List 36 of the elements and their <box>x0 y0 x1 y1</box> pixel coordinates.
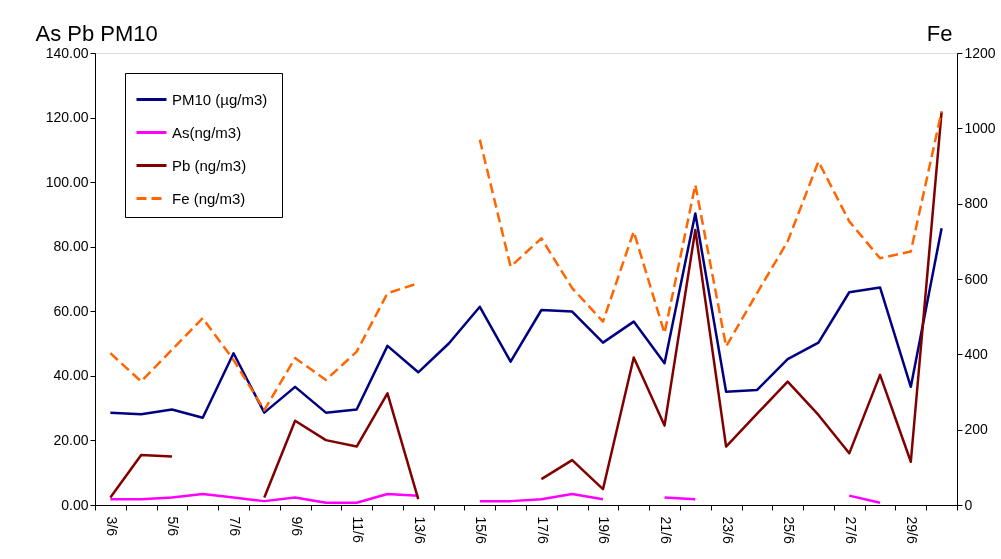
y-tick-label: 80.00 <box>53 238 89 255</box>
x-tick-label: 11/6 <box>350 516 367 543</box>
x-tick-label: 5/6 <box>165 516 182 537</box>
legend-label: PM10 (µg/m3) <box>172 90 268 108</box>
legend-label: As(ng/m3) <box>172 123 242 141</box>
legend-label: Pb (ng/m3) <box>172 156 247 174</box>
x-tick-label: 29/6 <box>904 516 921 544</box>
y2-tick-label: 1000 <box>964 119 996 136</box>
line-series <box>109 212 943 420</box>
y-tick-label: 40.00 <box>53 367 89 384</box>
x-tick-label: 13/6 <box>411 516 428 544</box>
y-tick-label: 20.00 <box>53 431 89 448</box>
y-axis-title: As Pb PM10 <box>35 20 158 46</box>
y-tick-label: 60.00 <box>53 302 89 319</box>
y2-tick-label: 1200 <box>964 44 996 61</box>
y2-axis-title: Fe <box>926 20 953 46</box>
y-tick-label: 100.00 <box>45 173 89 190</box>
x-tick-label: 17/6 <box>534 516 551 544</box>
y2-tick-label: 800 <box>964 195 989 212</box>
x-tick-label: 15/6 <box>473 516 490 544</box>
x-tick-label: 21/6 <box>658 516 675 544</box>
y2-tick-label: 0 <box>964 496 973 513</box>
x-tick-label: 23/6 <box>719 516 736 544</box>
y2-tick-label: 200 <box>964 421 989 438</box>
x-tick-label: 3/6 <box>103 516 120 537</box>
legend-label: Fe (ng/m3) <box>172 189 246 207</box>
x-tick-label: 19/6 <box>596 516 613 544</box>
y2-tick-label: 600 <box>964 270 989 287</box>
x-tick-label: 7/6 <box>227 516 244 537</box>
y-tick-label: 140.00 <box>45 44 89 61</box>
y2-tick-label: 400 <box>964 345 989 362</box>
x-tick-label: 9/6 <box>288 516 305 537</box>
y-tick-label: 120.00 <box>45 109 89 126</box>
x-tick-label: 27/6 <box>842 516 859 544</box>
x-tick-label: 25/6 <box>781 516 798 544</box>
y-tick-label: 0.00 <box>61 496 89 513</box>
